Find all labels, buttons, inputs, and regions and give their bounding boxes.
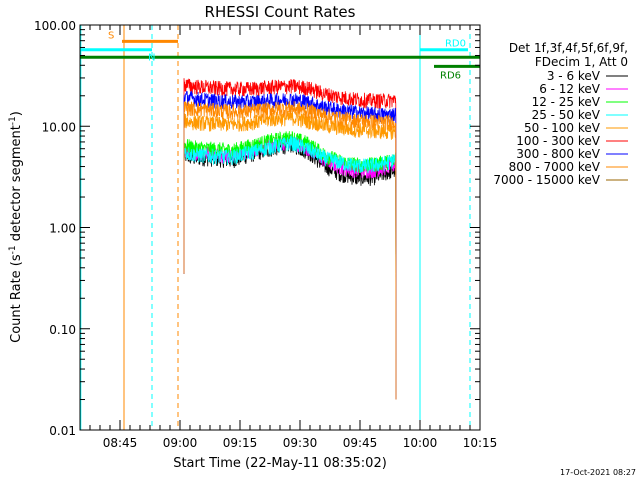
legend-header-line-1: Det 1f,3f,4f,5f,6f,9f, [509, 41, 628, 55]
y-tick-label: 0.10 [49, 323, 76, 337]
x-tick-label: 09:30 [283, 436, 318, 450]
series-line [183, 137, 397, 400]
y-label-sup-1: -1 [8, 245, 18, 254]
timestamp: 17-Oct-2021 08:27 [560, 468, 636, 477]
legend-label: 800 - 7000 keV [509, 160, 601, 174]
y-label-part-1: Count Rate (s [9, 254, 24, 343]
y-axis-label: Count Rate (s-1 detector segment-1) [8, 111, 24, 343]
series-line [183, 78, 397, 400]
legend-label: 100 - 300 keV [516, 134, 600, 148]
x-tick-label: 09:15 [223, 436, 258, 450]
flag-label-s: S [108, 30, 114, 41]
flag-label-rd6: RD6 [440, 70, 461, 81]
y-tick-label: 10.00 [42, 120, 76, 134]
flag-label-n: N [148, 53, 155, 64]
y-label-part-3: ) [9, 111, 24, 116]
legend-label: 25 - 50 keV [532, 108, 601, 122]
x-tick-label: 10:00 [403, 436, 438, 450]
legend-label: 3 - 6 keV [547, 69, 601, 83]
series-layer [183, 78, 397, 400]
legend-label: 300 - 800 keV [516, 147, 600, 161]
x-tick-label: 09:00 [163, 436, 198, 450]
series-line [183, 101, 397, 400]
legend-label: 6 - 12 keV [539, 82, 601, 96]
x-tick-label: 10:15 [463, 436, 498, 450]
legend: Det 1f,3f,4f,5f,6f,9f, FDecim 1, Att 0 3… [493, 41, 628, 187]
legend-header-line-2: FDecim 1, Att 0 [535, 55, 628, 69]
y-tick-label: 100.00 [34, 19, 76, 33]
legend-label: 50 - 100 keV [524, 121, 601, 135]
flag-label-rd0: RD0 [445, 39, 466, 50]
y-label-sup-2: -1 [8, 116, 18, 125]
axes-layer: 100.00 10.00 1.00 0.10 0.01 08:45 09:00 09:15 09… [34, 19, 497, 450]
y-tick-label: 0.01 [49, 424, 76, 438]
legend-label: 12 - 25 keV [532, 95, 601, 109]
annotation-layer: S N RD0 RD6 [80, 25, 480, 430]
y-tick-label: 1.00 [49, 222, 76, 236]
y-label-part-2: detector segment [9, 125, 24, 245]
x-axis-label: Start Time (22-May-11 08:35:02) [173, 456, 387, 471]
series-line [183, 135, 397, 400]
x-tick-label: 09:45 [343, 436, 378, 450]
chart-title: RHESSI Count Rates [205, 3, 356, 21]
x-tick-label: 08:45 [103, 436, 138, 450]
series-line [183, 134, 397, 400]
legend-label: 7000 - 15000 keV [493, 173, 600, 187]
series-line [183, 90, 397, 400]
